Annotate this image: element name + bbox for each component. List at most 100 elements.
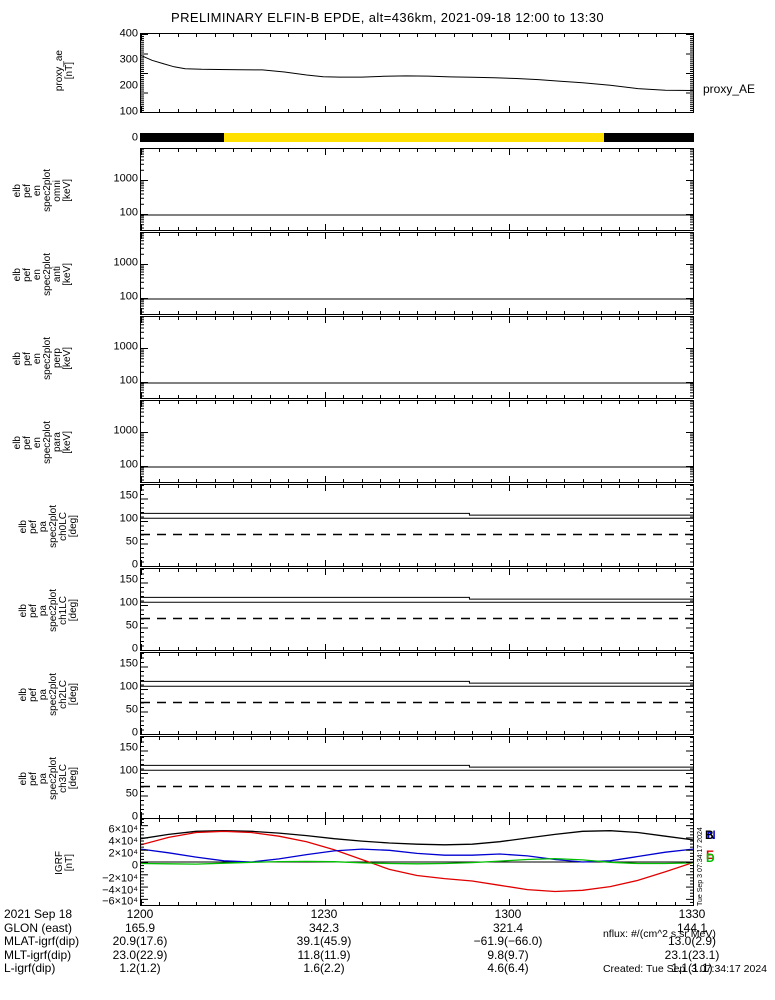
- axis-info-value: 13.0(2.9): [667, 934, 717, 948]
- proxy-ae-axis-label: proxy_ae [nT]: [52, 36, 78, 106]
- spec-omni-plot: [141, 149, 693, 230]
- axis-info-value: 4.6(6.4): [487, 961, 529, 975]
- page-title: PRELIMINARY ELFIN-B EPDE, alt=436km, 202…: [171, 10, 604, 25]
- axis-info-row: 2021 Sep 18 1200 1230 1300 1330: [0, 907, 775, 922]
- igrf-trace-e: [141, 830, 693, 893]
- ytick: 50: [125, 703, 138, 716]
- ytick: 50: [125, 619, 138, 632]
- ytick: 100: [119, 596, 138, 609]
- axis-info-row: GLON (east) 165.9 342.3 321.4 144.1: [0, 920, 775, 936]
- axis-label-part: [nT]: [64, 854, 75, 872]
- axis-info-row-label: L-igrf(dip): [4, 961, 56, 975]
- ytick: 0: [131, 726, 138, 739]
- ytick: 0: [131, 131, 138, 144]
- axis-info-value: 1.2(1.2): [119, 961, 161, 975]
- daynight-segment: [140, 133, 225, 142]
- axis-info-value: 1300: [494, 907, 522, 921]
- axis-info-value: 9.8(9.7): [487, 947, 529, 962]
- ytick: 50: [125, 787, 138, 800]
- spec-omni-axis-label: elb pef en spec2plot omni [keV]: [8, 153, 78, 228]
- axis-info-value: 1330: [678, 907, 706, 921]
- spec-para-axis-label: elb pef en spec2plot para [keV]: [8, 405, 78, 480]
- igrf-axis-label: IGRF [nT]: [52, 833, 78, 893]
- pa-ch3lc-axis-label: elb pef pa spec2plot ch3LC [deg]: [18, 741, 79, 816]
- axis-info-value: 1230: [310, 907, 338, 921]
- axis-info-value: 1200: [126, 907, 154, 921]
- ytick: 0: [131, 558, 138, 571]
- ytick: 4×10⁴: [108, 835, 138, 848]
- axis-info-row: MLT-igrf(dip) 23.0(22.9) 11.8(11.9) 9.8(9.7…: [0, 947, 775, 963]
- daynight-segment: [604, 133, 694, 142]
- ytick: 0: [131, 859, 138, 872]
- axis-info-value: 321.4: [492, 920, 524, 935]
- axis-info-value: 39.1(45.9): [296, 934, 352, 948]
- panel-spec-perp: [140, 316, 694, 399]
- legend-item-d: D: [706, 851, 715, 865]
- axis-label-part: [deg]: [68, 515, 79, 538]
- axis-label-part: [keV]: [62, 179, 73, 202]
- igrf-plot: [141, 819, 693, 905]
- axis-label-part: [keV]: [62, 431, 73, 454]
- axis-label-part: [keV]: [62, 263, 73, 286]
- igrf-trace-n: [141, 848, 693, 863]
- ytick: 1000: [113, 256, 138, 269]
- ytick: 100: [119, 105, 138, 118]
- panel-igrf: [140, 818, 694, 906]
- loss-cone-line-upper: [141, 764, 693, 768]
- ytick: 0: [131, 642, 138, 655]
- ytick: 400: [119, 27, 138, 40]
- panel-spec-anti: [140, 232, 694, 315]
- daynight-bar: [140, 133, 694, 142]
- pa-plot: [141, 569, 693, 650]
- spec-perp-plot: [141, 317, 693, 398]
- ytick: 100: [119, 680, 138, 693]
- axis-info-row-label: 2021 Sep 18: [4, 907, 73, 921]
- axis-info-value: 1.6(2.2): [303, 961, 345, 975]
- panel-spec-para: [140, 400, 694, 483]
- ytick: 1000: [113, 424, 138, 437]
- pa-plot: [141, 485, 693, 566]
- axis-info-row: L-igrf(dip) 1.2(1.2) 1.6(2.2) 4.6(6.4) 1.1(1…: [0, 961, 775, 976]
- footer-units: nflux: #/(cm^2 s sr MeV): [602, 928, 716, 940]
- proxy-ae-right-label: proxy_AE: [703, 82, 756, 96]
- panel-spec-omni: [140, 148, 694, 231]
- footer-text: nflux: #/(cm^2 s sr MeV) Created: Tue Se…: [603, 906, 767, 998]
- ytick: 200: [119, 79, 138, 92]
- axis-label-part: [deg]: [68, 683, 79, 706]
- footer-created: Created: Tue Sep 3 07:34:17 2024: [602, 962, 767, 975]
- axis-info-value: 11.8(11.9): [297, 947, 351, 962]
- legend-item-b: B: [705, 828, 714, 842]
- ytick: 150: [119, 573, 138, 586]
- pa-plot: [141, 653, 693, 734]
- axis-info-table: 2021 Sep 18 1200 1230 1300 1330 GLON (east) 16…: [0, 907, 775, 976]
- axis-label-part: [deg]: [68, 767, 79, 790]
- ytick: 0: [131, 810, 138, 823]
- axis-info-row-label: GLON (east): [4, 920, 73, 935]
- pa-plot: [141, 737, 693, 818]
- axis-label-part: [nT]: [64, 62, 75, 80]
- ytick: 50: [125, 535, 138, 548]
- axis-info-value: −61.9(−66.0): [473, 934, 543, 948]
- axis-label-part: [deg]: [68, 599, 79, 622]
- igrf-trace-b: [141, 830, 693, 846]
- loss-cone-line-upper: [141, 680, 693, 684]
- axis-info-row-label: MLAT-igrf(dip): [4, 934, 80, 948]
- panel-pa-ch3lc: [140, 736, 694, 819]
- pa-ch0lc-axis-label: elb pef pa spec2plot ch0LC [deg]: [18, 489, 79, 564]
- ytick: 100: [119, 458, 138, 471]
- ytick: −6×10⁴: [102, 895, 138, 908]
- axis-info-value: 23.0(22.9): [112, 947, 168, 962]
- ytick: 100: [119, 764, 138, 777]
- side-timestamp: Tue Sep 3 07:34:17 2024: [697, 827, 704, 906]
- proxy-ae-plot: [141, 34, 693, 112]
- ytick: 1000: [113, 340, 138, 353]
- ytick: 6×10⁴: [108, 823, 138, 836]
- legend-item-n: N: [707, 828, 716, 842]
- axis-info-value: 20.9(17.6): [112, 934, 168, 948]
- loss-cone-line-upper: [141, 596, 693, 600]
- daynight-segment: [224, 133, 605, 142]
- legend-item-e: E: [706, 848, 715, 862]
- loss-cone-line-upper: [141, 512, 693, 516]
- spec-anti-plot: [141, 233, 693, 314]
- axis-label-part: [keV]: [62, 347, 73, 370]
